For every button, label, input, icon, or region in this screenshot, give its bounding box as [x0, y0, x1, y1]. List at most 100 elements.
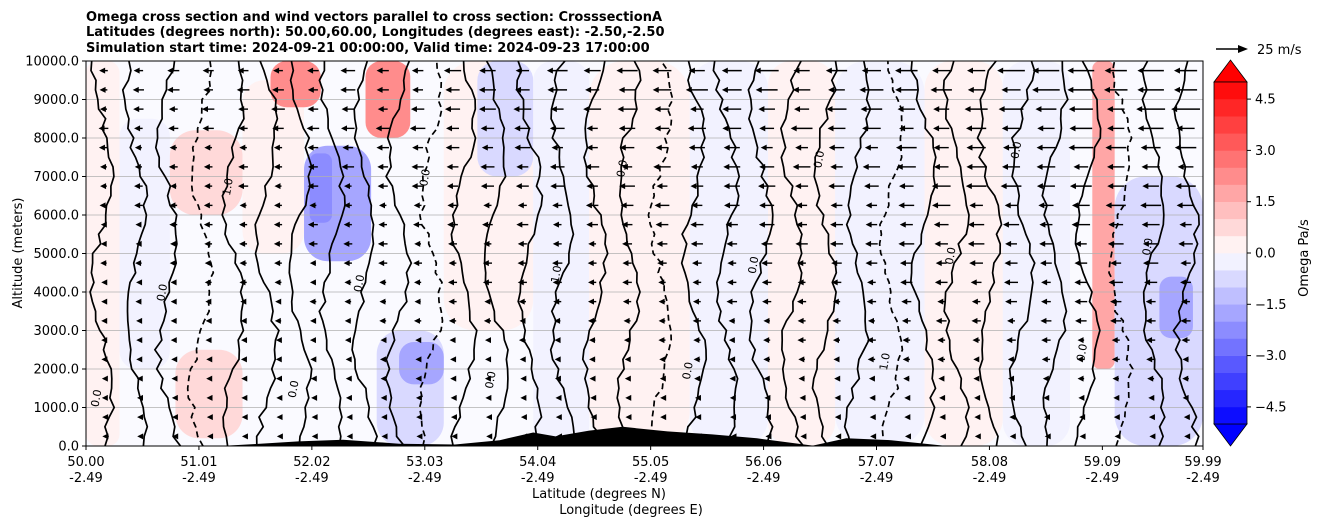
contour-line	[351, 61, 379, 446]
wind-vector-head	[1075, 317, 1082, 324]
wind-vector-head	[694, 394, 701, 401]
wind-vector-head	[967, 86, 974, 93]
wind-vector-head	[729, 356, 736, 363]
wind-vector-head	[937, 337, 944, 344]
wind-vector-head	[588, 317, 595, 324]
wind-vector-head	[171, 375, 178, 382]
wind-vector-head	[730, 414, 737, 421]
wind-vector-head	[862, 125, 869, 132]
wind-vector-head	[204, 279, 211, 286]
wind-vector-head	[168, 125, 175, 132]
wind-vector-head	[311, 414, 318, 421]
wind-vector-head	[99, 106, 106, 113]
wind-vector-head	[416, 414, 423, 421]
wind-vector-head	[830, 202, 837, 209]
wind-vector-head	[693, 337, 700, 344]
wind-vector-head	[343, 221, 350, 228]
wind-vector-head	[758, 183, 765, 190]
contour-line	[976, 61, 1003, 446]
wind-vector-head	[206, 356, 213, 363]
wind-vector-head	[654, 202, 661, 209]
wind-vector-head	[901, 298, 908, 305]
wind-vector-head	[622, 260, 629, 267]
wind-vector-head	[691, 202, 698, 209]
wind-vector-head	[134, 183, 141, 190]
wind-vector-head	[482, 279, 489, 286]
contour-line	[254, 61, 280, 446]
x-axis: 50.00-2.4951.01-2.4952.02-2.4953.03-2.49…	[67, 446, 1222, 486]
colorbar-extend-max	[1213, 59, 1248, 83]
wind-vector-head	[204, 240, 211, 247]
wind-vector-head	[516, 221, 523, 228]
contour-line	[318, 61, 346, 446]
wind-vector-head	[622, 240, 629, 247]
wind-vector-head	[653, 163, 660, 170]
wind-vector-head	[1009, 433, 1016, 440]
wind-vector-head	[864, 144, 871, 151]
wind-vector-head	[307, 106, 314, 113]
wind-vector-head	[343, 260, 350, 267]
wind-vector-head	[935, 317, 942, 324]
wind-vector-head	[1110, 298, 1117, 305]
wind-vector-head	[1003, 144, 1010, 151]
wind-vector-head	[933, 221, 940, 228]
wind-vector-head	[1035, 106, 1042, 113]
omega-region	[175, 349, 243, 439]
wind-vector-head	[308, 240, 315, 247]
wind-vector-head	[136, 394, 143, 401]
wind-vector-head	[1175, 183, 1182, 190]
wind-vector-head	[101, 375, 108, 382]
wind-vector-head	[861, 67, 868, 74]
wind-vector-head	[862, 163, 869, 170]
wind-vector-head	[480, 163, 487, 170]
wind-vector-head	[238, 125, 245, 132]
wind-vector-head	[764, 394, 771, 401]
wind-vector-head	[273, 144, 280, 151]
wind-vector-head	[763, 337, 770, 344]
wind-vector-head	[1039, 240, 1046, 247]
wind-vector-head	[168, 106, 175, 113]
wind-vector-head	[101, 317, 108, 324]
wind-vector-head	[172, 433, 179, 440]
wind-vector-head	[515, 67, 522, 74]
wind-vector-head	[690, 221, 697, 228]
wind-vector-head	[171, 394, 178, 401]
x-axis-label-longitude: Longitude (degrees E)	[559, 503, 703, 518]
wind-vector-head	[483, 240, 490, 247]
wind-vector-head	[237, 183, 244, 190]
wind-vector-head	[932, 67, 939, 74]
wind-vector-head	[133, 106, 140, 113]
wind-vector-head	[721, 67, 728, 74]
wind-vector-head	[341, 163, 348, 170]
colorbar-swatch	[1214, 167, 1247, 185]
wind-vector-head	[726, 240, 733, 247]
wind-vector-head	[762, 298, 769, 305]
wind-vector-head	[652, 86, 659, 93]
wind-vector-head	[899, 260, 906, 267]
wind-vector-head	[412, 86, 419, 93]
wind-vector-head	[764, 414, 771, 421]
wind-vector-head	[1141, 221, 1148, 228]
wind-vector-head	[1079, 414, 1086, 421]
wind-vector-head	[586, 144, 593, 151]
wind-vector-head	[797, 260, 804, 267]
wind-vector-head	[549, 125, 556, 132]
wind-vector-head	[721, 86, 728, 93]
wind-vector-head	[1140, 144, 1147, 151]
wind-vector-head	[658, 337, 665, 344]
wind-vector-head	[834, 394, 841, 401]
contour-line	[121, 61, 149, 446]
wind-vector-head	[1069, 125, 1076, 132]
x-axis-label-latitude: Latitude (degrees N)	[532, 487, 666, 502]
wind-vector-head	[376, 67, 383, 74]
wind-vector-head	[1111, 356, 1118, 363]
wind-vector-head	[685, 86, 692, 93]
wind-vector-head	[1107, 183, 1114, 190]
wind-vector-head	[306, 125, 313, 132]
wind-vector-head	[728, 317, 735, 324]
wind-vector-head	[1079, 433, 1086, 440]
wind-vector-head	[620, 202, 627, 209]
wind-vector-head	[829, 240, 836, 247]
wind-vector-head	[1108, 279, 1115, 286]
terrain-silhouette	[220, 426, 947, 446]
